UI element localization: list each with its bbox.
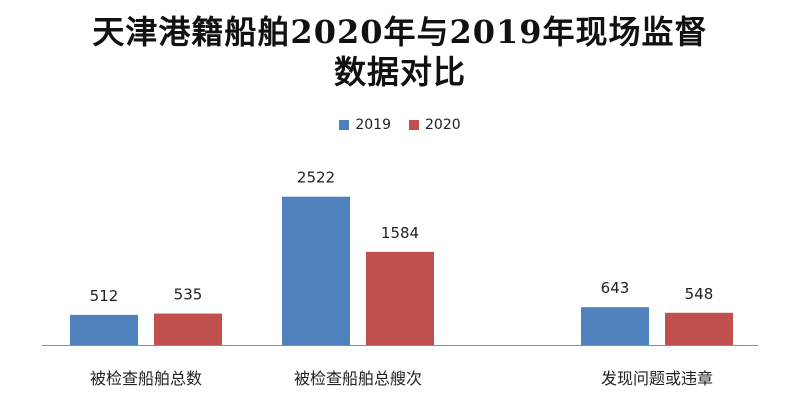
- data-label-2020-cat-2: 548: [685, 285, 714, 303]
- data-label-2019-cat-0: 512: [90, 287, 119, 305]
- data-label-2020-cat-0: 535: [174, 286, 203, 304]
- bar-2019-cat-2: [581, 307, 649, 345]
- bar-2020-cat-1: [366, 251, 434, 345]
- bar-2019-cat-0: [70, 314, 138, 345]
- legend-label-2019: 2019: [355, 117, 391, 133]
- legend-swatch-2019: [339, 120, 350, 130]
- legend-swatch-2020: [409, 120, 419, 130]
- category-label-0: 被检查船舶总数: [90, 369, 202, 388]
- bar-2020-cat-2: [665, 312, 733, 345]
- legend-label-2020: 2020: [425, 117, 461, 133]
- category-label-1: 被检查船舶总艘次: [294, 369, 422, 388]
- chart-legend: 2019 2020: [0, 117, 800, 133]
- chart-title-line-1: 天津港籍船舶2020年与2019年现场监督: [92, 13, 708, 51]
- bar-2019-cat-1: [282, 196, 350, 345]
- data-label-2019-cat-2: 643: [601, 279, 630, 297]
- legend-item-2020: 2020: [409, 117, 461, 133]
- category-label-2: 发现问题或违章: [601, 369, 713, 388]
- chart-title-line-2: 数据对比: [333, 53, 466, 91]
- data-label-2019-cat-1: 2522: [297, 169, 335, 187]
- bar-2020-cat-0: [154, 313, 222, 345]
- data-label-2020-cat-1: 1584: [381, 224, 419, 242]
- legend-item-2019: 2019: [339, 117, 391, 133]
